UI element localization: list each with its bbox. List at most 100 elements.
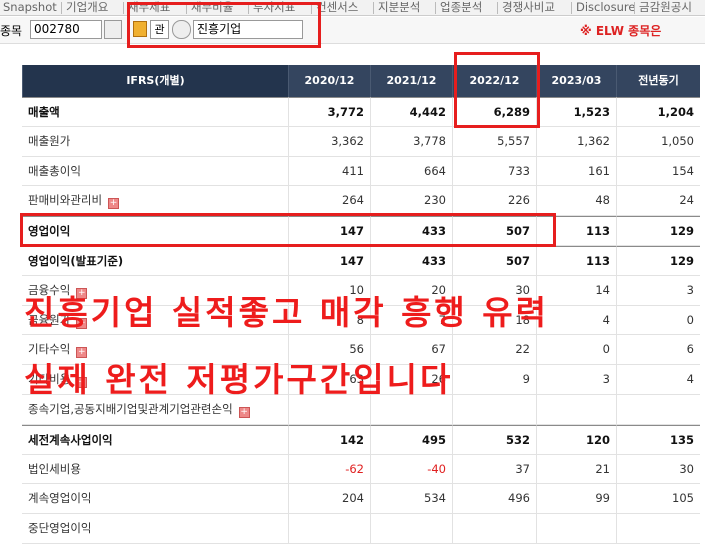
tab[interactable]: 경쟁사비교 xyxy=(502,0,555,14)
row-label: 계속영업이익 xyxy=(22,484,288,515)
company-name: 진흥기업 xyxy=(193,20,303,39)
watch-button[interactable]: 관 xyxy=(150,20,169,39)
settings-button[interactable] xyxy=(172,20,191,39)
value-cell: 411 xyxy=(288,156,370,187)
row-label: 영업이익(발표기준) xyxy=(22,246,288,276)
row-label: 매출액 xyxy=(22,97,288,127)
value-cell: 113 xyxy=(536,246,616,276)
code-input[interactable]: 002780 xyxy=(30,20,102,39)
value-cell: 4 xyxy=(536,305,616,336)
label-text: 중단영업이익 xyxy=(28,521,92,536)
value-cell: 0 xyxy=(616,305,700,336)
value-cell: 18 xyxy=(452,305,536,336)
search-button[interactable] xyxy=(104,20,122,39)
tab-separator xyxy=(311,2,312,14)
row-label: 종속기업,공동지배기업및관계기업관련손익 + xyxy=(22,395,288,425)
tab-separator xyxy=(123,2,124,14)
value-cell: 226 xyxy=(452,186,536,217)
tab-separator xyxy=(61,2,62,14)
expand-button[interactable]: + xyxy=(76,347,88,359)
value-cell: 26 xyxy=(370,365,452,395)
overlay-text: 실제 완전 저평가구간입니다 xyxy=(24,360,454,399)
value-cell: 3,778 xyxy=(370,126,452,157)
tab-separator xyxy=(634,2,635,14)
expand-button[interactable]: + xyxy=(238,407,250,418)
label-text: 매출액 xyxy=(28,105,60,119)
value-cell: 30 xyxy=(616,454,700,485)
icon-button[interactable] xyxy=(133,21,147,37)
header-cell: 2022/12 xyxy=(452,65,536,97)
value-cell: 664 xyxy=(370,156,452,187)
value-cell: 496 xyxy=(452,484,536,515)
overlay-text: 진흥기업 실적좋고 매각 흥행 유력 xyxy=(24,293,549,332)
value-cell: 21 xyxy=(536,454,616,485)
value-cell xyxy=(452,514,536,544)
value-cell xyxy=(370,395,452,425)
tab-separator xyxy=(186,2,187,14)
value-cell: 3,362 xyxy=(288,126,370,157)
header-cell: 2023/03 xyxy=(536,65,616,97)
expand-button[interactable]: + xyxy=(76,377,88,389)
tab[interactable]: 업종분석 xyxy=(440,0,483,14)
tab[interactable]: 금감원공시 xyxy=(639,0,692,14)
value-cell: 22 xyxy=(452,335,536,366)
value-cell: 507 xyxy=(452,246,536,276)
value-cell xyxy=(452,395,536,425)
row-label: 매출총이익 xyxy=(22,157,288,187)
value-cell xyxy=(616,514,700,544)
label-text: 법인세비용 xyxy=(28,461,81,476)
value-cell: 3 xyxy=(536,365,616,395)
tab[interactable]: 지분분석 xyxy=(378,0,421,14)
expand-button[interactable]: + xyxy=(76,287,88,299)
value-cell: 6 xyxy=(616,335,700,366)
highlight-box xyxy=(20,213,556,247)
value-cell: 230 xyxy=(370,186,452,217)
header-cell: 2021/12 xyxy=(370,65,452,97)
value-cell: 24 xyxy=(616,186,700,217)
value-cell: 129 xyxy=(616,216,700,246)
expand-button[interactable]: + xyxy=(76,317,88,329)
label-text: 기타비용 xyxy=(28,372,71,387)
label-text: 금융원가 xyxy=(28,312,71,327)
expand-button[interactable]: + xyxy=(108,198,120,210)
value-cell: 56 xyxy=(288,335,370,366)
value-cell: 10 xyxy=(288,275,370,306)
value-cell xyxy=(616,395,700,425)
value-cell: -40 xyxy=(370,454,452,485)
value-cell: 5,557 xyxy=(452,126,536,157)
row-label: 금융수익 + xyxy=(22,276,288,306)
tab-separator xyxy=(373,2,374,14)
label-text: 계속영업이익 xyxy=(28,491,92,506)
value-cell: 105 xyxy=(616,484,700,515)
tab-separator xyxy=(497,2,498,14)
value-cell: 3,772 xyxy=(288,97,370,127)
row-label: 법인세비용 xyxy=(22,455,288,485)
value-cell: 14 xyxy=(536,275,616,306)
row-label: 매출원가 xyxy=(22,127,288,157)
tab[interactable]: Snapshot xyxy=(3,0,57,14)
tab-separator xyxy=(248,2,249,14)
value-cell: 3 xyxy=(616,275,700,306)
value-cell: 534 xyxy=(370,484,452,515)
tab[interactable]: 컨센서스 xyxy=(316,0,359,14)
value-cell: 135 xyxy=(616,424,700,455)
row-label: 기타비용 + xyxy=(22,365,288,395)
value-cell: 9 xyxy=(452,365,536,395)
value-cell: 37 xyxy=(452,454,536,485)
label-text: 종속기업,공동지배기업및관계기업관련손익 xyxy=(28,402,233,416)
label-text: 금융수익 xyxy=(28,282,71,297)
label-text: 매출총이익 xyxy=(28,163,81,178)
highlight-box xyxy=(454,52,540,128)
value-cell: 495 xyxy=(370,424,452,455)
tab[interactable]: Disclosure xyxy=(576,0,636,14)
value-cell xyxy=(536,514,616,544)
tab[interactable]: 기업개요 xyxy=(66,0,109,14)
label-text: 세전계속사업이익 xyxy=(28,432,113,447)
value-cell xyxy=(536,395,616,425)
value-cell: 7 xyxy=(370,305,452,336)
value-cell: 147 xyxy=(288,246,370,276)
value-cell: 264 xyxy=(288,186,370,217)
value-cell: 48 xyxy=(536,186,616,217)
value-cell: 67 xyxy=(370,335,452,366)
